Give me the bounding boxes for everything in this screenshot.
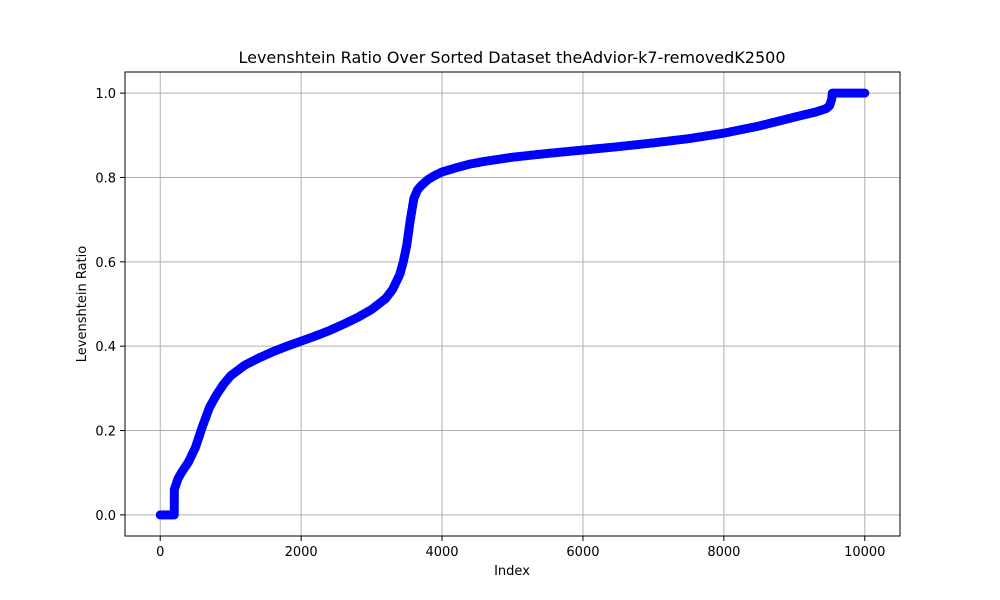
- y-tick-label: 1.0: [95, 87, 116, 102]
- plot-frame: [124, 71, 901, 537]
- y-tick-label: 0.8: [95, 171, 116, 186]
- y-axis-label: Levenshtein Ratio: [75, 246, 90, 362]
- y-tick-label: 0.0: [95, 509, 116, 524]
- x-tick-label: 10000: [844, 545, 885, 560]
- x-tick-label: 6000: [566, 545, 599, 560]
- x-tick-label: 4000: [425, 545, 458, 560]
- x-tick-label: 2000: [285, 545, 318, 560]
- grid-lines: [125, 72, 900, 536]
- data-point: [860, 88, 870, 98]
- y-tick-label: 0.2: [95, 425, 116, 440]
- data-points: [155, 88, 870, 520]
- x-axis-label: Index: [494, 564, 530, 579]
- x-axis-ticks: 0 2000 4000 6000 8000 10000: [156, 536, 885, 560]
- y-axis-ticks: 0.0 0.2 0.4 0.6 0.8 1.0: [95, 87, 125, 524]
- x-tick-label: 8000: [707, 545, 740, 560]
- chart-title: Levenshtein Ratio Over Sorted Dataset th…: [238, 48, 785, 67]
- x-tick-label: 0: [156, 545, 164, 560]
- y-tick-label: 0.4: [95, 340, 116, 355]
- y-tick-label: 0.6: [95, 256, 116, 271]
